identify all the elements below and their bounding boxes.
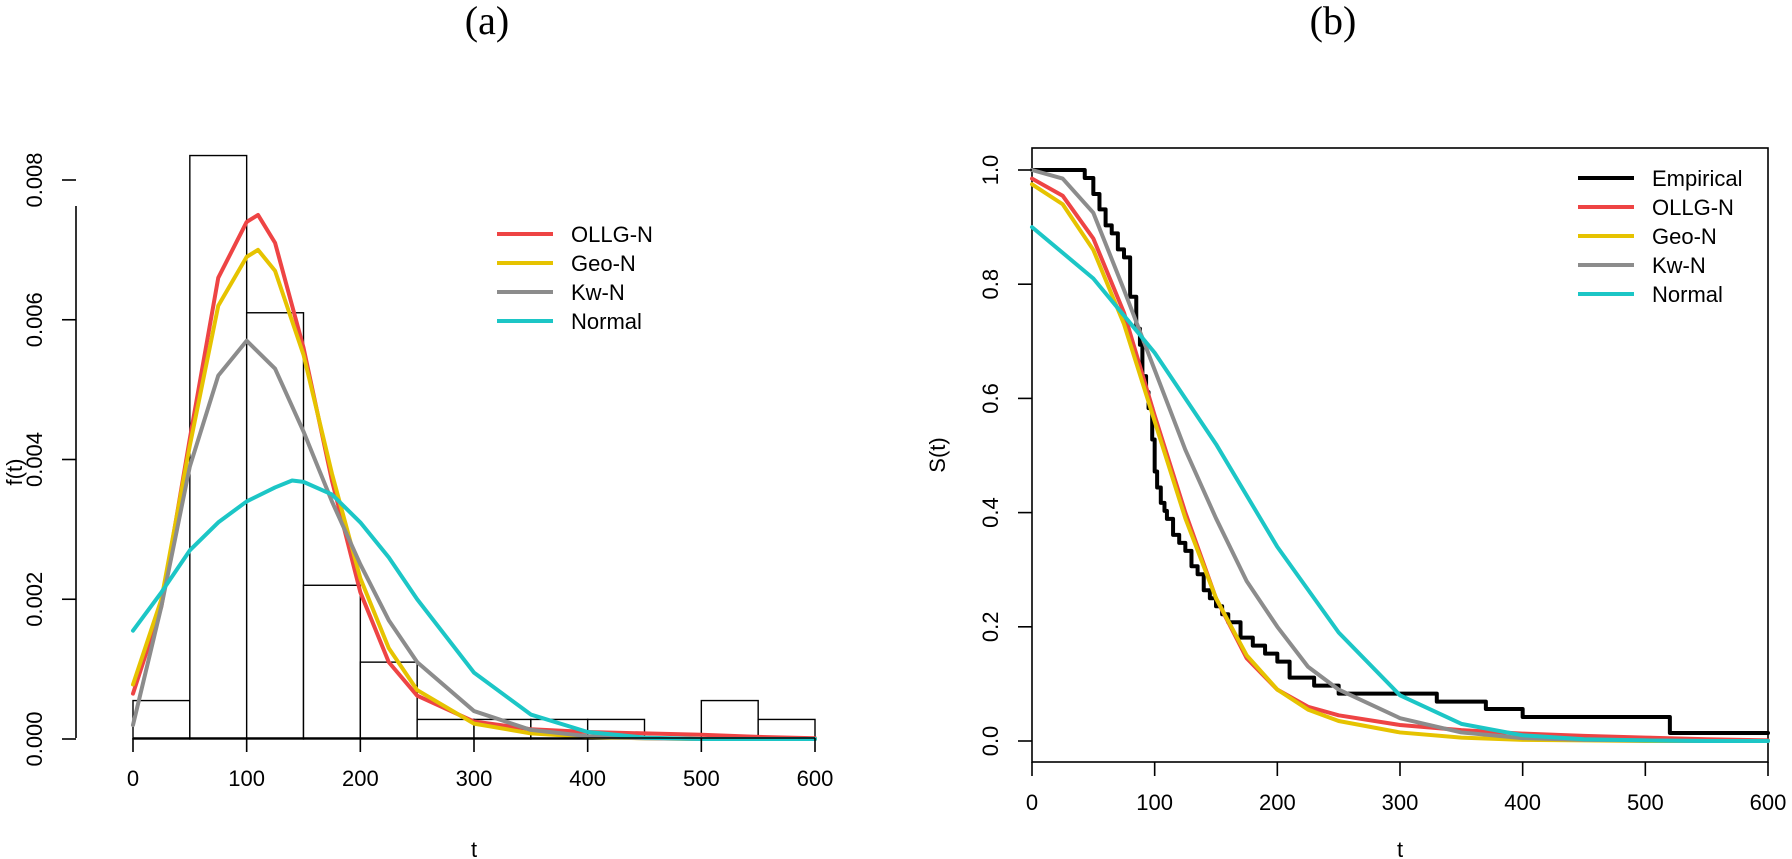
panel-b-y-ticks: 0.0 0.2 0.4 0.6 0.8 1.0: [978, 155, 1032, 757]
panel-a-y-ticks: 0.000 0.002 0.004 0.006 0.008: [22, 152, 76, 767]
y-tick-label: 0.4: [978, 497, 1003, 528]
histogram-bar: [302, 584, 362, 740]
panel-a-x-ticks: 0 100 200 300 400 500 600: [127, 738, 833, 791]
histogram-bar: [189, 154, 248, 740]
panel-a-y-label: f(t): [2, 459, 27, 486]
y-tick-label: 0.2: [978, 612, 1003, 643]
legend-label-geo-n: Geo-N: [571, 251, 636, 276]
legend-label-ollg-n: OLLG-N: [1652, 195, 1734, 220]
x-tick-label: 600: [1750, 790, 1787, 815]
x-tick-label: 0: [127, 766, 139, 791]
legend-label-kw-n: Kw-N: [571, 280, 625, 305]
y-tick-label: 0.008: [22, 152, 47, 207]
histogram-bar: [416, 718, 475, 740]
panel-b-curves: [1030, 168, 1770, 743]
histogram-bar: [245, 312, 305, 740]
panel-b-x-label: t: [1397, 837, 1403, 859]
x-tick-label: 400: [1504, 790, 1541, 815]
x-tick-label: 200: [1259, 790, 1296, 815]
panel-b-x-ticks: 0 100 200 300 400 500 600: [1026, 762, 1786, 815]
legend-label-normal: Normal: [1652, 282, 1723, 307]
panel-b-y-label: S(t): [925, 437, 950, 472]
x-tick-label: 0: [1026, 790, 1038, 815]
x-tick-label: 600: [797, 766, 834, 791]
x-tick-label: 100: [228, 766, 265, 791]
panel-a-x-label: t: [471, 837, 477, 859]
y-tick-label: 0.0: [978, 726, 1003, 757]
y-tick-label: 1.0: [978, 155, 1003, 186]
legend-label-ollg-n: OLLG-N: [571, 222, 653, 247]
x-tick-label: 300: [456, 766, 493, 791]
y-tick-label: 0.8: [978, 269, 1003, 300]
series-line-normal: [1030, 225, 1770, 743]
x-tick-label: 500: [1627, 790, 1664, 815]
x-tick-label: 500: [683, 766, 720, 791]
panel-b: (b) 0 100 200 300 400 500 600 0.0 0.2 0.4 0.6 0.8 1…: [925, 0, 1786, 859]
series-line-ollg-n: [131, 212, 817, 741]
histogram-bar: [132, 699, 191, 740]
legend-label-kw-n: Kw-N: [1652, 253, 1706, 278]
panel-b-legend: Empirical OLLG-N Geo-N Kw-N Normal: [1578, 166, 1742, 307]
y-tick-label: 0.004: [22, 432, 47, 487]
y-tick-label: 0.002: [22, 572, 47, 627]
panel-a: (a) 0 100 200 300 400 500 600 0.0000.0020.0040…: [2, 0, 833, 859]
legend-label-geo-n: Geo-N: [1652, 224, 1717, 249]
panel-a-legend: OLLG-N Geo-N Kw-N Normal: [497, 222, 653, 334]
x-tick-label: 300: [1382, 790, 1419, 815]
x-tick-label: 200: [342, 766, 379, 791]
panel-a-title: (a): [465, 0, 509, 43]
y-tick-label: 0.6: [978, 383, 1003, 414]
legend-label-empirical: Empirical: [1652, 166, 1742, 191]
y-tick-label: 0.006: [22, 292, 47, 347]
panel-b-title: (b): [1310, 0, 1357, 43]
histogram-bar: [359, 661, 418, 740]
y-tick-label: 0.000: [22, 711, 47, 766]
legend-label-normal: Normal: [571, 309, 642, 334]
x-tick-label: 400: [569, 766, 606, 791]
x-tick-label: 100: [1136, 790, 1173, 815]
panel-a-histogram: [132, 154, 816, 740]
series-line-empirical: [1030, 168, 1770, 736]
